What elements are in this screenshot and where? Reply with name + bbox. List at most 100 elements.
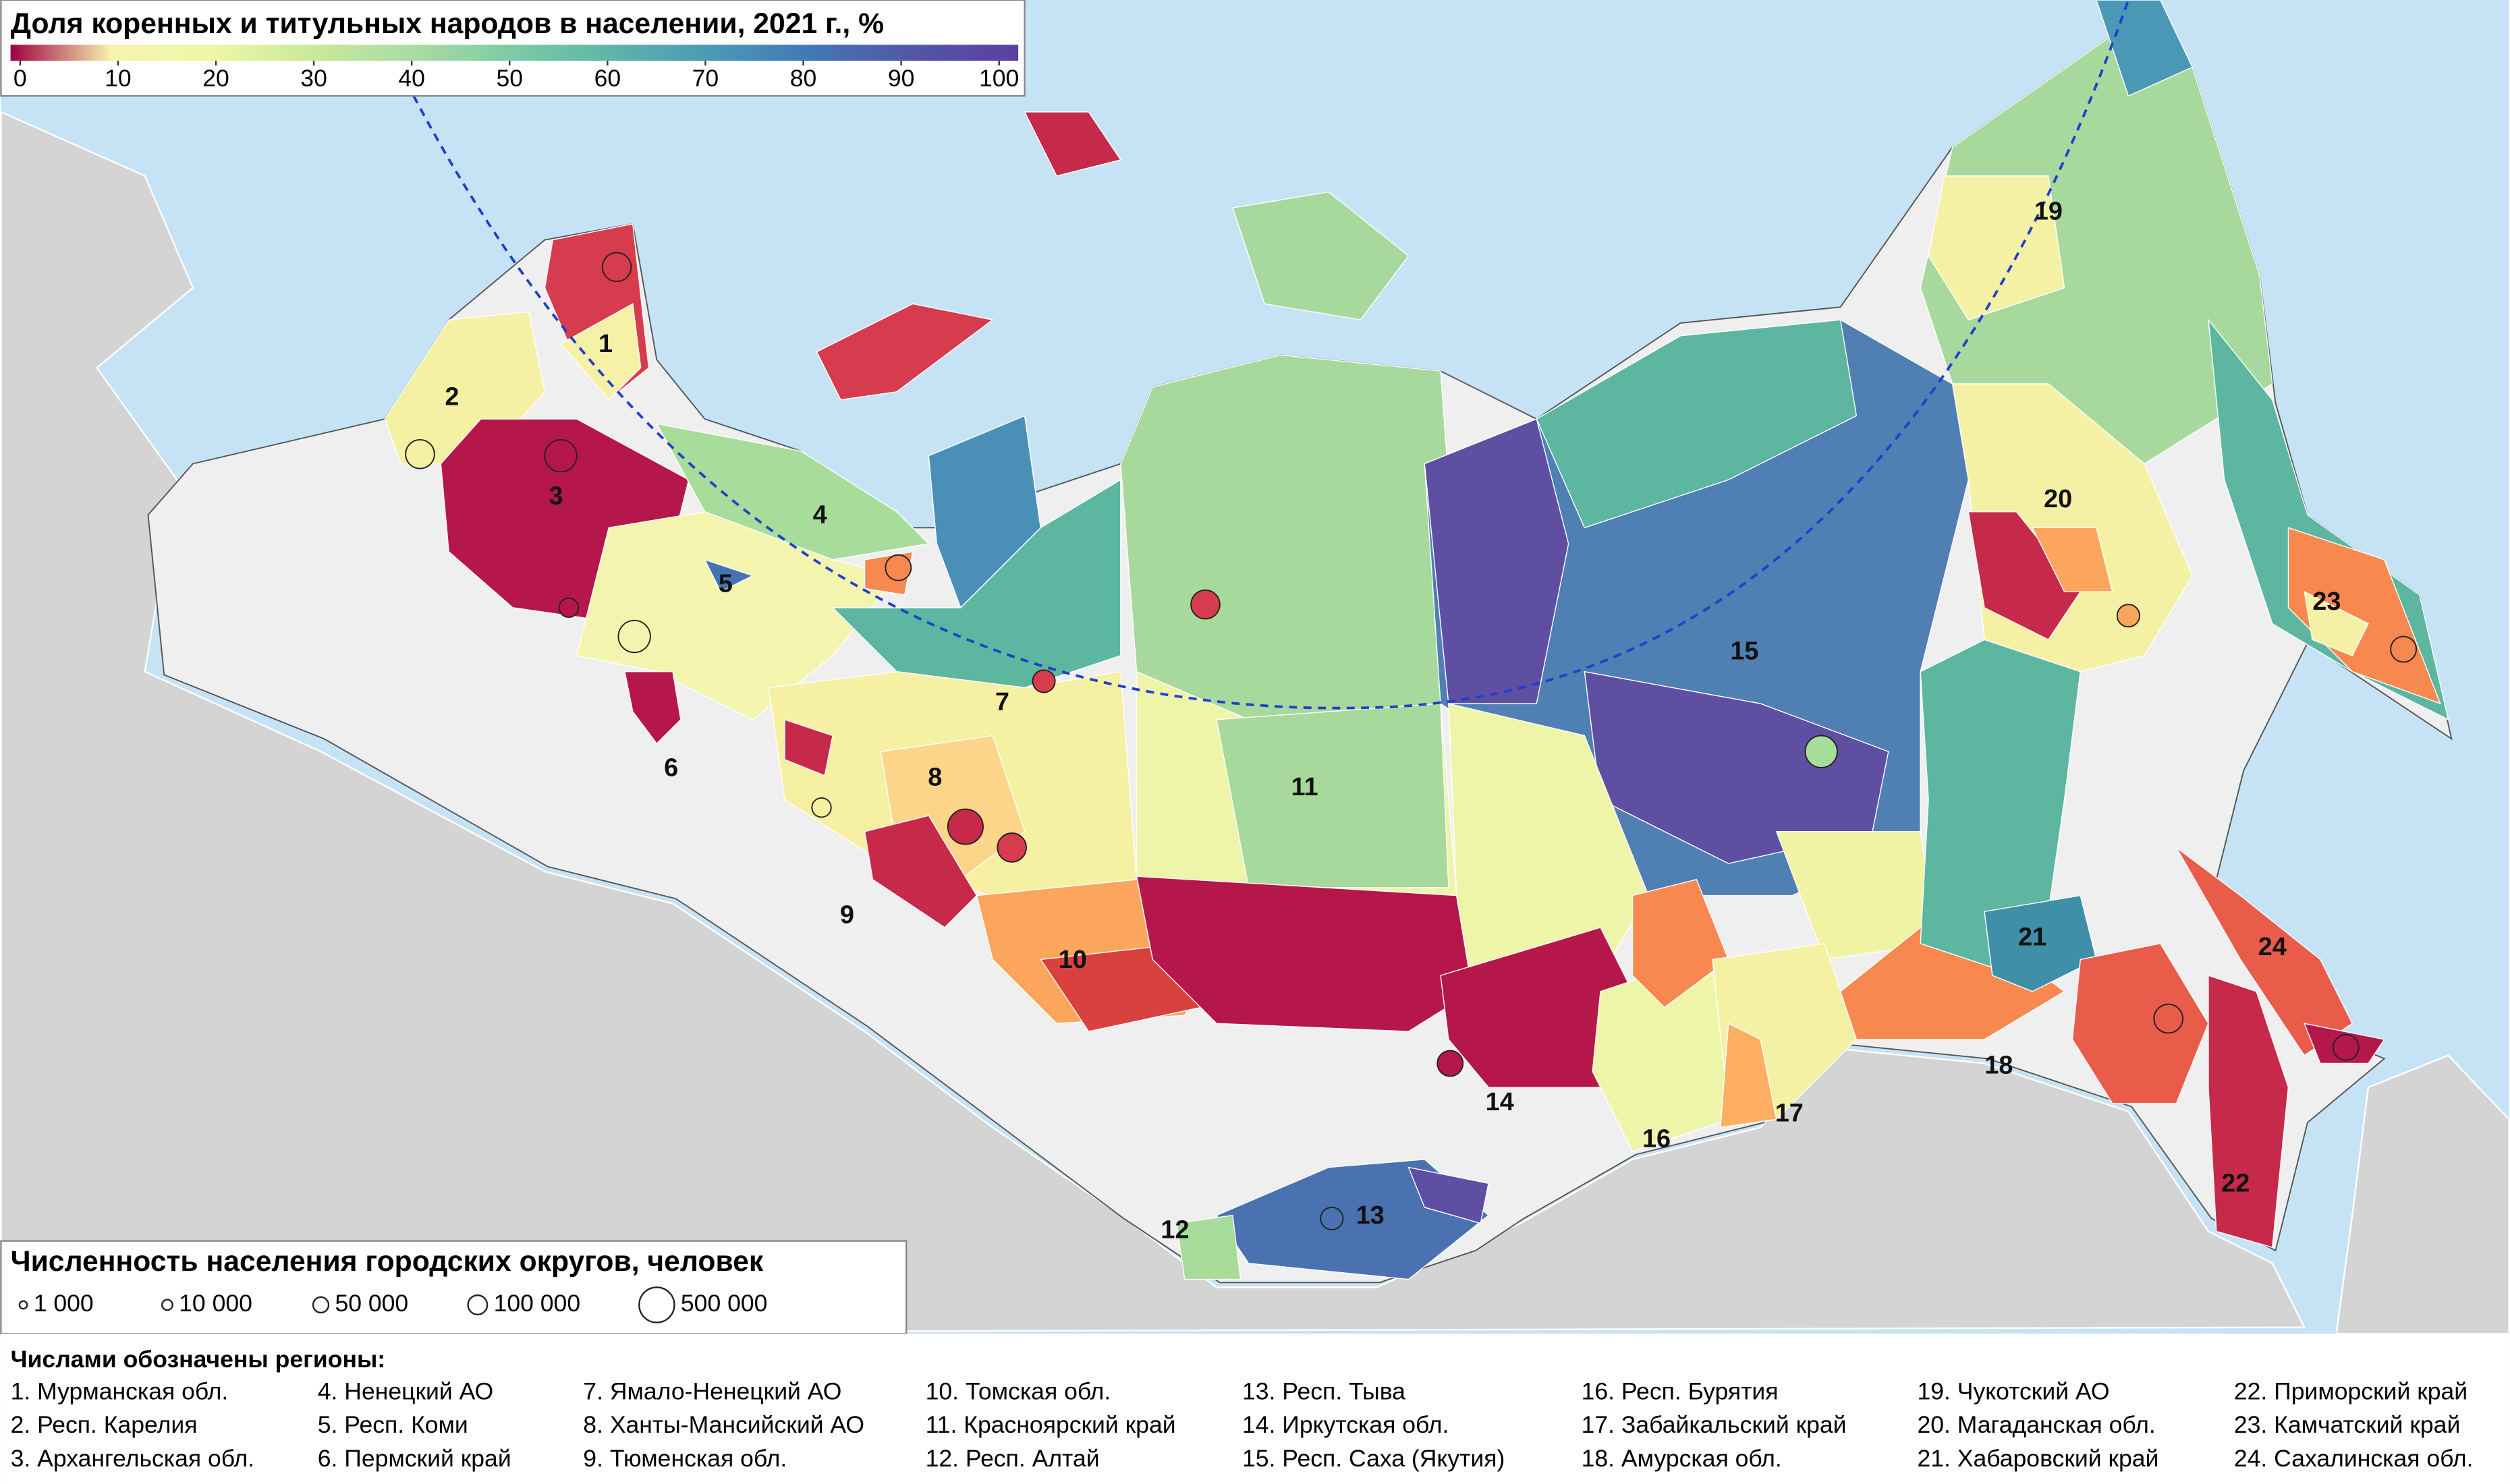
region-number: 16 bbox=[1642, 1124, 1671, 1153]
city bbox=[2332, 1033, 2360, 1061]
city bbox=[811, 797, 832, 818]
region-number: 10 bbox=[1059, 946, 1087, 974]
region-list-item: 11. Красноярский край bbox=[926, 1411, 1176, 1438]
region-list-item: 20. Магаданская обл. bbox=[1917, 1411, 2155, 1438]
region-list-item: 15. Респ. Саха (Якутия) bbox=[1242, 1445, 1505, 1472]
size-legend-label: 100 000 bbox=[494, 1290, 581, 1317]
region-list-item: 17. Забайкальский край bbox=[1582, 1411, 1847, 1438]
colorbar-tick-label: 80 bbox=[790, 65, 817, 92]
city bbox=[1804, 735, 1838, 768]
region-shape bbox=[816, 303, 994, 401]
region-shape bbox=[784, 718, 833, 776]
region-list-item: 13. Респ. Тыва bbox=[1242, 1377, 1405, 1404]
region-number: 1 bbox=[598, 330, 613, 358]
region-list-item: 19. Чукотский АО bbox=[1917, 1377, 2109, 1404]
region-shape bbox=[2096, 0, 2194, 97]
region-list: 1. Мурманская обл. 2. Респ. Карелия 3. Арх… bbox=[11, 1377, 2474, 1472]
region-shape bbox=[2175, 847, 2353, 1056]
region-list-item: 4. Ненецкий АО bbox=[318, 1377, 493, 1404]
region-number: 14 bbox=[1486, 1088, 1514, 1116]
region-number: 6 bbox=[664, 753, 678, 782]
region-shape bbox=[624, 670, 681, 745]
region-list-item: 8. Ханты-Мансийский АО bbox=[583, 1411, 864, 1438]
region-number: 7 bbox=[995, 688, 1009, 716]
size-legend-label: 50 000 bbox=[335, 1290, 408, 1317]
region-list-item: 2. Респ. Карелия bbox=[11, 1411, 198, 1438]
region-shape bbox=[1968, 511, 2082, 641]
region-shape bbox=[1984, 894, 2097, 992]
region-number: 11 bbox=[1291, 773, 1318, 801]
region-number: 4 bbox=[813, 501, 827, 530]
region-shape bbox=[704, 559, 754, 593]
region-list-box bbox=[1, 1334, 2509, 1484]
region-shape bbox=[560, 303, 642, 401]
size-legend-circle bbox=[18, 1300, 28, 1310]
region-number: 3 bbox=[549, 482, 563, 510]
region-number: 24 bbox=[2258, 933, 2287, 961]
size-legend-label: 500 000 bbox=[681, 1290, 768, 1317]
region-number: 5 bbox=[719, 570, 733, 598]
region-shape bbox=[1216, 703, 1449, 888]
region-list-item: 6. Пермский край bbox=[318, 1445, 511, 1472]
region-shape bbox=[2032, 527, 2113, 592]
size-legend-circle bbox=[161, 1298, 173, 1311]
region-list-item: 10. Томская обл. bbox=[926, 1377, 1111, 1404]
size-legend: 1 000 10 000 50 000 100 000 500 000 bbox=[18, 1286, 768, 1323]
colorbar-tick-label: 20 bbox=[202, 65, 229, 92]
region-shape bbox=[1424, 418, 1569, 704]
region-shape bbox=[864, 815, 978, 928]
region-shape bbox=[2071, 942, 2209, 1104]
city bbox=[2153, 1003, 2183, 1034]
size-legend-label: 10 000 bbox=[179, 1290, 252, 1317]
colorbar bbox=[10, 45, 1019, 61]
region-number: 23 bbox=[2312, 588, 2341, 616]
size-legend-circle bbox=[312, 1296, 330, 1314]
region-list-item: 22. Приморский край bbox=[2234, 1377, 2467, 1404]
region-list-item: 24. Сахалинская обл. bbox=[2234, 1445, 2474, 1472]
colorbar-tick-label: 30 bbox=[300, 65, 327, 92]
city bbox=[1190, 589, 1221, 620]
region-list-item: 9. Тюменская обл. bbox=[583, 1445, 787, 1472]
region-shape bbox=[1176, 1214, 1242, 1280]
colorbar-tick-label: 50 bbox=[496, 65, 523, 92]
region-shape bbox=[2208, 975, 2289, 1249]
city bbox=[601, 252, 632, 283]
city bbox=[2390, 635, 2418, 663]
region-number: 18 bbox=[1984, 1051, 2013, 1079]
region-shape bbox=[1928, 175, 2065, 320]
city bbox=[405, 438, 435, 469]
title: Доля коренных и титульных народов в насе… bbox=[11, 7, 884, 40]
city bbox=[1320, 1206, 1344, 1231]
city bbox=[885, 554, 912, 581]
city bbox=[997, 832, 1027, 863]
region-number: 2 bbox=[445, 382, 459, 411]
region-shape bbox=[1407, 1166, 1489, 1224]
size-legend-circle bbox=[467, 1294, 489, 1315]
city bbox=[544, 438, 578, 473]
colorbar-tick-label: 100 bbox=[979, 65, 1019, 92]
region-list-item: 21. Хабаровский край bbox=[1917, 1445, 2158, 1472]
cities bbox=[405, 252, 2418, 1231]
size-legend-box bbox=[0, 1240, 908, 1335]
size-legend-label: 1 000 bbox=[34, 1290, 94, 1317]
region-list-item: 5. Респ. Коми bbox=[318, 1411, 468, 1438]
foreign-land bbox=[0, 111, 2306, 1335]
colorbar-ticks: 0 10 20 30 40 50 60 70 80 90 100 bbox=[13, 61, 1019, 92]
region-list-item: 23. Камчатский край bbox=[2234, 1411, 2460, 1438]
region-shape bbox=[1024, 111, 1122, 177]
region-list-item: 3. Архангельская обл. bbox=[11, 1445, 255, 1472]
colorbar-tick-label: 40 bbox=[398, 65, 425, 92]
region-shape bbox=[928, 415, 1042, 609]
region-shape bbox=[1536, 319, 1858, 529]
region-list-item: 1. Мурманская обл. bbox=[11, 1377, 229, 1404]
region-number: 20 bbox=[2044, 485, 2072, 513]
region-list-item: 14. Иркутская обл. bbox=[1242, 1411, 1449, 1438]
region-shape bbox=[1632, 879, 1729, 1008]
region-number: 9 bbox=[840, 901, 854, 929]
city bbox=[617, 619, 651, 654]
colorbar-tick-label: 90 bbox=[888, 65, 915, 92]
region-number: 22 bbox=[2221, 1170, 2250, 1198]
region-list-item: 12. Респ. Алтай bbox=[926, 1445, 1100, 1472]
